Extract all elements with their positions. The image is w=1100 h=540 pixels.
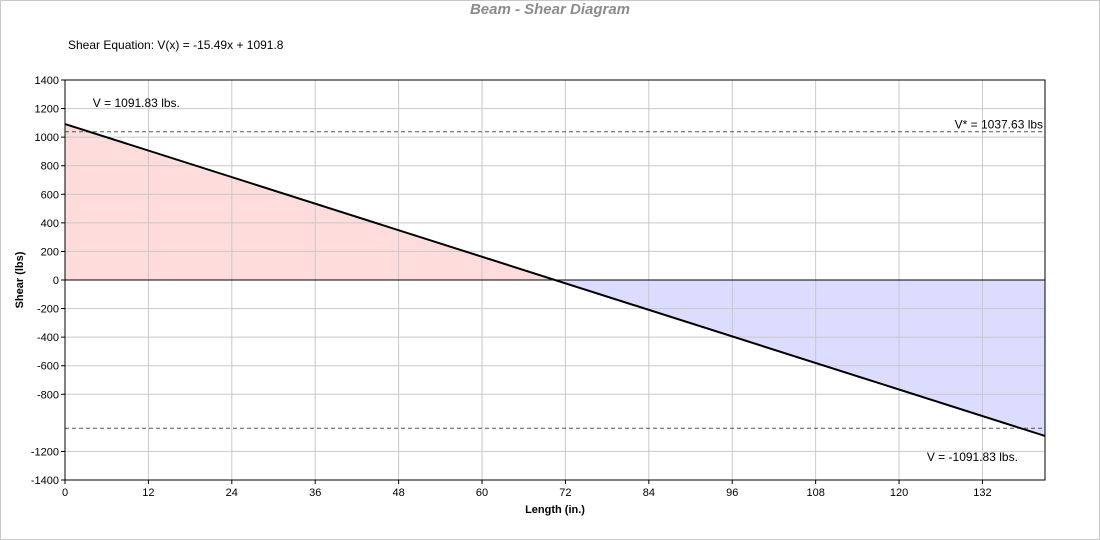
x-tick-label: 24 [226,487,238,499]
equation-label: Shear Equation: [68,38,155,52]
x-tick-label: 84 [643,487,655,499]
y-tick-label: 200 [41,246,59,258]
y-tick-label: 800 [41,161,59,173]
y-tick-label: -600 [37,361,59,373]
y-axis-label: Shear (lbs) [14,251,26,308]
y-tick-label: 400 [41,218,59,230]
x-tick-label: 0 [62,487,68,499]
shear-equation: Shear Equation: V(x) = -15.49x + 1091.8 [68,38,283,52]
y-tick-label: 1400 [35,75,59,87]
y-tick-label: -200 [37,304,59,316]
x-tick-label: 48 [392,487,404,499]
y-tick-label: -1400 [31,475,59,487]
annotation-label: V* = 1037.63 lbs [955,117,1043,131]
x-tick-label: 108 [806,487,824,499]
y-tick-label: -800 [37,389,59,401]
y-tick-label: -1200 [31,446,59,458]
chart-title: Beam - Shear Diagram [469,1,631,18]
annotation-label: V = -1091.83 lbs. [927,450,1018,464]
y-tick-label: 1000 [35,132,59,144]
x-tick-label: 12 [142,487,154,499]
equation-value: V(x) = -15.49x + 1091.8 [157,38,284,52]
y-tick-label: 600 [41,189,59,201]
x-tick-label: 72 [559,487,571,499]
y-tick-label: 0 [53,275,59,287]
x-tick-label: 36 [309,487,321,499]
x-tick-label: 96 [726,487,738,499]
x-tick-label: 132 [973,487,991,499]
x-tick-label: 120 [890,487,908,499]
x-tick-label: 60 [476,487,488,499]
x-axis-label: Length (in.) [525,504,585,516]
y-tick-label: -400 [37,332,59,344]
y-tick-label: 1200 [35,104,59,116]
annotation-label: V = 1091.83 lbs. [93,96,180,110]
